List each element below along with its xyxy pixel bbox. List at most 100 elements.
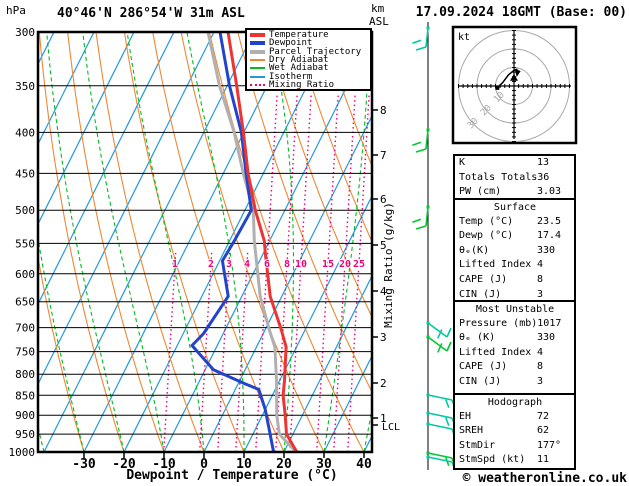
- table-row-label: PW (cm): [459, 186, 502, 198]
- km-tick-label: 2: [380, 377, 387, 390]
- copyright: © weatheronline.co.uk: [463, 471, 628, 486]
- table-most-unstable: Most Unstable Pressure (mb) 1017 θₑ (K) 330…: [453, 300, 576, 395]
- legend-swatch-dry-adiabat: [250, 59, 265, 62]
- table-row-value: 36: [537, 171, 550, 183]
- table-row-label: Lifted Index: [459, 346, 532, 358]
- table-row: Lifted Index 4: [459, 259, 571, 274]
- table-row-value: 4: [537, 346, 544, 358]
- temp-tick-label: 20: [276, 457, 292, 472]
- wind-barb: [426, 393, 456, 409]
- legend-item: Dry Adiabat: [250, 55, 370, 65]
- valid-datetime: 17.09.2024 18GMT (Base: 00): [416, 5, 627, 20]
- pressure-tick-label: 550: [15, 237, 35, 250]
- legend-swatch-temperature: [250, 33, 265, 38]
- table-row: θₑ (K) 330: [459, 332, 571, 347]
- table-row-value: 4: [537, 259, 544, 271]
- legend-label: Wet Adiabat: [269, 63, 329, 74]
- legend-label: Parcel Trajectory: [269, 46, 362, 57]
- mixing-ratio-label: 3: [226, 259, 232, 270]
- table-row: K 13: [459, 157, 571, 172]
- table-row-value: 11: [537, 454, 550, 466]
- pressure-tick-label: 400: [15, 126, 35, 139]
- table-row: Temp (°C) 23.5: [459, 216, 571, 231]
- pressure-tick-label: 600: [15, 268, 35, 281]
- temp-tick-label: 40: [356, 457, 372, 472]
- table-row-label: θₑ (K): [459, 332, 496, 344]
- mixing-ratio-label: 1: [172, 259, 178, 270]
- legend-item: Isotherm: [250, 72, 370, 82]
- table-row-value: 62: [537, 425, 550, 437]
- table-row-value: 13: [537, 157, 550, 168]
- table-row: CIN (J) 3: [459, 376, 571, 391]
- table-row-label: StmSpd (kt): [459, 454, 526, 466]
- temp-tick-label: -20: [112, 457, 136, 472]
- sounding-curves: [190, 32, 299, 452]
- table-row-label: Lifted Index: [459, 259, 532, 271]
- table-most-unstable-header: Most Unstable: [475, 304, 555, 315]
- table-row-label: Dewp (°C): [459, 230, 514, 242]
- pressure-tick-label: 650: [15, 296, 35, 309]
- x-axis-label: Dewpoint / Temperature (°C): [126, 468, 337, 483]
- mixing-ratio-label: 4: [244, 259, 250, 270]
- legend-item: Mixing Ratio: [250, 80, 370, 90]
- pressure-tick-label: 300: [15, 26, 35, 39]
- legend-label: Dewpoint: [269, 38, 313, 49]
- wind-barb: [412, 205, 430, 230]
- mixing-ratio-lines: [163, 94, 370, 452]
- pressure-tick-label: 500: [15, 204, 35, 217]
- legend-swatch-dewpoint: [250, 41, 265, 46]
- legend-item: Dewpoint: [250, 38, 370, 49]
- table-row: Pressure (mb) 1017: [459, 318, 571, 333]
- mixing-ratio-label: 15: [322, 259, 334, 270]
- wind-barb: [426, 321, 452, 339]
- pressure-gridlines: [38, 32, 372, 452]
- table-row-value: 8: [537, 361, 544, 373]
- km-tick-label: 5: [380, 239, 387, 252]
- wind-barb: [412, 26, 430, 51]
- mixing-ratio-label: 2: [208, 259, 214, 270]
- table-row-value: 3: [537, 375, 544, 387]
- temp-tick-label: 30: [316, 457, 332, 472]
- legend-box: Temperature Dewpoint Parcel Trajectory Dry …: [245, 28, 372, 91]
- hodograph-unit-label: kt: [458, 32, 470, 43]
- table-row: StmDir 177°: [459, 440, 571, 455]
- km-axis-unit: km: [371, 2, 385, 15]
- legend-label: Temperature: [269, 30, 329, 41]
- plot-frame: [36, 30, 374, 454]
- temp-tick-label: -30: [72, 457, 96, 472]
- km-tick-label: 7: [380, 149, 387, 162]
- table-row: CAPE (J) 8: [459, 361, 571, 376]
- mixing-ratio-label: 6: [264, 259, 270, 270]
- table-surface-header: Surface: [493, 202, 537, 213]
- table-row: θₑ(K) 330: [459, 245, 571, 260]
- legend-swatch-parcel-trajectory: [250, 49, 265, 54]
- table-row-label: CAPE (J): [459, 273, 508, 285]
- legend-swatch-mixing-ratio: [250, 83, 265, 86]
- table-row-label: K: [459, 157, 466, 168]
- lcl-label: LCL: [382, 422, 400, 433]
- table-row-label: Temp (°C): [459, 215, 514, 227]
- wind-barb: [426, 451, 456, 467]
- wind-barb: [412, 128, 430, 153]
- pressure-tick-label: 800: [15, 368, 35, 381]
- table-row-label: CIN (J): [459, 375, 502, 387]
- mixing-ratio-axis-label: Mixing Ratio (g/kg): [382, 202, 395, 328]
- mixing-ratio-label: 10: [295, 259, 307, 270]
- legend-swatch-isotherm: [250, 75, 265, 78]
- km-tick-label: 4: [380, 285, 387, 298]
- table-row: StmSpd (kt) 11: [459, 454, 571, 469]
- pressure-tick-label: 900: [15, 409, 35, 422]
- table-surface: Surface Temp (°C) 23.5 Dewp (°C) 17.4 θₑ(K) 3…: [453, 198, 576, 302]
- table-row: Dewp (°C) 17.4: [459, 230, 571, 245]
- legend-swatch-wet-adiabat: [250, 67, 265, 70]
- table-row: SREH 62: [459, 425, 571, 440]
- pressure-tick-label: 950: [15, 428, 35, 441]
- mixing-ratio-label: 25: [353, 259, 365, 270]
- mixing-ratio-value-labels: 1 2 3 4 6 8 10 15 20 25: [171, 258, 366, 271]
- table-row-label: StmDir: [459, 439, 496, 451]
- temp-tick-label: 10: [236, 457, 252, 472]
- table-row-value: 1017: [537, 317, 562, 329]
